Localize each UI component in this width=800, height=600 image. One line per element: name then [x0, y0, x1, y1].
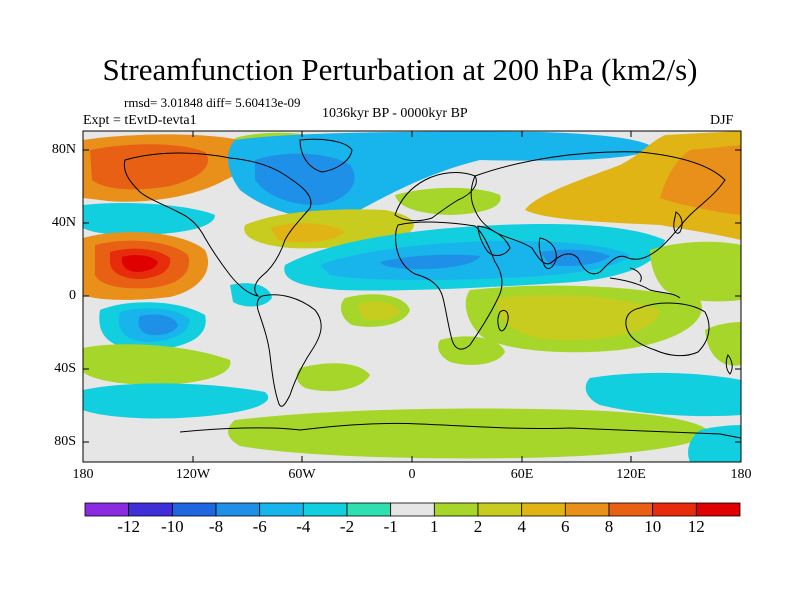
- colorbar-label: 1: [430, 517, 439, 536]
- colorbar-box: [259, 502, 304, 517]
- coast-madagascar: [497, 309, 509, 332]
- colorbar-label: 2: [473, 517, 483, 536]
- colorbar-label: -8: [208, 517, 224, 536]
- contour-antarctic-green: [228, 408, 710, 459]
- lon-label-180w: 180: [72, 467, 94, 482]
- colorbar-label: 10: [644, 517, 662, 536]
- lat-label-40n: 40N: [51, 215, 76, 230]
- contour-antarctic-cyan-east: [688, 425, 741, 462]
- contour-arctic-warm-east-core: [660, 145, 741, 215]
- rmsd-diff-stats: rmsd= 3.01848 diff= 5.60413e-09: [124, 95, 301, 110]
- lon-label-180e: 180: [730, 467, 752, 482]
- colorbar-label: -12: [117, 517, 141, 536]
- coastlines: [123, 138, 741, 439]
- lat-label-40s: 40S: [54, 361, 76, 376]
- colorbar-label: 6: [561, 517, 570, 536]
- season-label: DJF: [710, 113, 734, 128]
- colorbar-box: [84, 502, 130, 517]
- contour-north-cold-core: [255, 153, 355, 206]
- colorbar-label: -2: [339, 517, 355, 536]
- period-label: 1036kyr BP - 0000kyr BP: [322, 106, 468, 121]
- lon-label-60e: 60E: [510, 467, 534, 482]
- lon-label-0: 0: [408, 467, 416, 482]
- coast-north-america: [123, 152, 312, 297]
- contour-so-cyan-west: [83, 383, 269, 419]
- contour-wpac-warm: [650, 241, 741, 302]
- coast-europe: [394, 172, 477, 222]
- contour-natl-warm-core: [270, 223, 345, 243]
- coast-greenland: [299, 138, 353, 173]
- contour-sepac-cold: [230, 283, 272, 307]
- colorbar-box: [608, 502, 654, 517]
- colorbar-box: [390, 502, 435, 517]
- contour-spac-cold-core: [138, 314, 178, 336]
- colorbar-box: [564, 502, 610, 517]
- colorbar-label: -4: [296, 517, 311, 536]
- colorbar: [84, 502, 741, 517]
- coast-india: [538, 237, 557, 269]
- contour-natl-cold: [83, 203, 215, 236]
- colorbar-box: [521, 502, 566, 517]
- contour-tropic-cold-deep-east: [540, 249, 610, 267]
- colorbar-label: -6: [252, 517, 267, 536]
- lat-label-eq: 0: [69, 288, 76, 303]
- plot-title: Streamfunction Perturbation at 200 hPa (…: [102, 52, 698, 87]
- colorbar-label: -10: [160, 517, 184, 536]
- contour-so-cyan-east: [585, 372, 741, 417]
- axis-ticks: [83, 131, 741, 462]
- lon-label-120w: 120W: [175, 467, 211, 482]
- map-field: [83, 131, 741, 462]
- contour-swpac-green: [705, 322, 741, 366]
- colorbar-box: [171, 502, 217, 517]
- colorbar-box: [302, 502, 348, 517]
- coast-new-zealand: [725, 354, 733, 375]
- colorbar-box: [128, 502, 173, 517]
- contour-satl-yellow: [358, 301, 400, 320]
- colorbar-label: 4: [517, 517, 526, 536]
- contour-sind-yellow: [495, 295, 660, 341]
- coast-antarctica: [179, 422, 741, 439]
- colorbar-label: -1: [383, 517, 398, 536]
- coast-japan: [673, 211, 683, 234]
- contour-so-green-west: [83, 344, 231, 385]
- lon-label-120e: 120E: [616, 467, 646, 482]
- lon-label-60w: 60W: [288, 467, 316, 482]
- lat-label-80n: 80N: [51, 142, 76, 157]
- contour-arctic-warm-west-core: [90, 144, 209, 190]
- colorbar-box: [695, 502, 741, 517]
- lat-label-80s: 80S: [54, 434, 76, 449]
- colorbar-label: 12: [687, 517, 705, 536]
- experiment-label: Expt = tEvtD-tevta1: [83, 113, 197, 128]
- coast-maritime-continent: [609, 267, 681, 299]
- colorbar-box: [433, 502, 479, 517]
- coast-south-america: [256, 294, 322, 407]
- coast-australia: [625, 302, 710, 357]
- coast-arabia: [477, 225, 511, 256]
- colorbar-box: [346, 502, 392, 517]
- contour-safr-green: [438, 336, 505, 365]
- colorbar-box: [215, 502, 261, 517]
- colorbar-box: [477, 502, 523, 517]
- colorbar-label: 8: [604, 517, 614, 536]
- coast-africa: [395, 221, 503, 350]
- colorbar-box: [652, 502, 697, 517]
- contour-so-green-mid: [296, 363, 370, 392]
- contour-npac-warm-core: [121, 254, 158, 272]
